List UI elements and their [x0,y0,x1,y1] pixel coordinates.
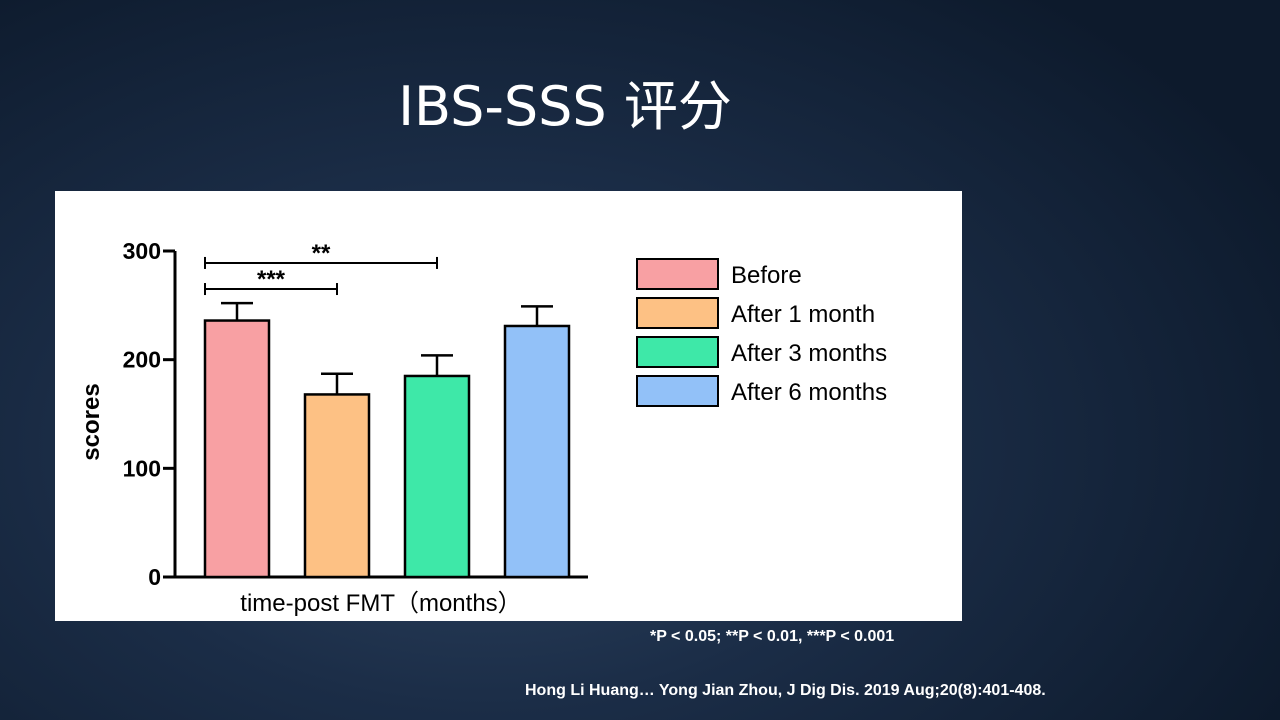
bar [503,324,571,579]
significance-footnote: *P < 0.05; **P < 0.01, ***P < 0.001 [650,628,895,645]
legend-swatch [636,375,719,407]
y-tick-label: 0 [148,564,161,590]
bar [203,319,271,579]
significance-label: *** [257,266,286,293]
y-axis-label: scores [78,383,105,460]
legend-label: After 1 month [731,301,875,328]
citation: Hong Li Huang… Yong Jian Zhou, J Dig Dis… [525,682,1046,699]
bar [303,393,371,579]
y-tick-label: 300 [123,238,161,264]
legend-swatch [636,336,719,368]
slide-title: IBS-SSS 评分 [398,75,732,138]
legend-label: After 3 months [731,340,887,367]
y-tick-label: 200 [123,347,161,373]
bar [403,374,471,579]
legend-label: Before [731,262,802,289]
bar-chart-panel: 0 100 200 300 scores time-post FMT（months） ***… [55,191,962,621]
legend-label: After 6 months [731,379,887,406]
y-tick-label: 100 [123,455,161,481]
significance-label: ** [312,240,331,267]
legend-swatch [636,258,719,290]
x-axis-label: time-post FMT（months） [240,590,521,617]
legend-swatch [636,297,719,329]
